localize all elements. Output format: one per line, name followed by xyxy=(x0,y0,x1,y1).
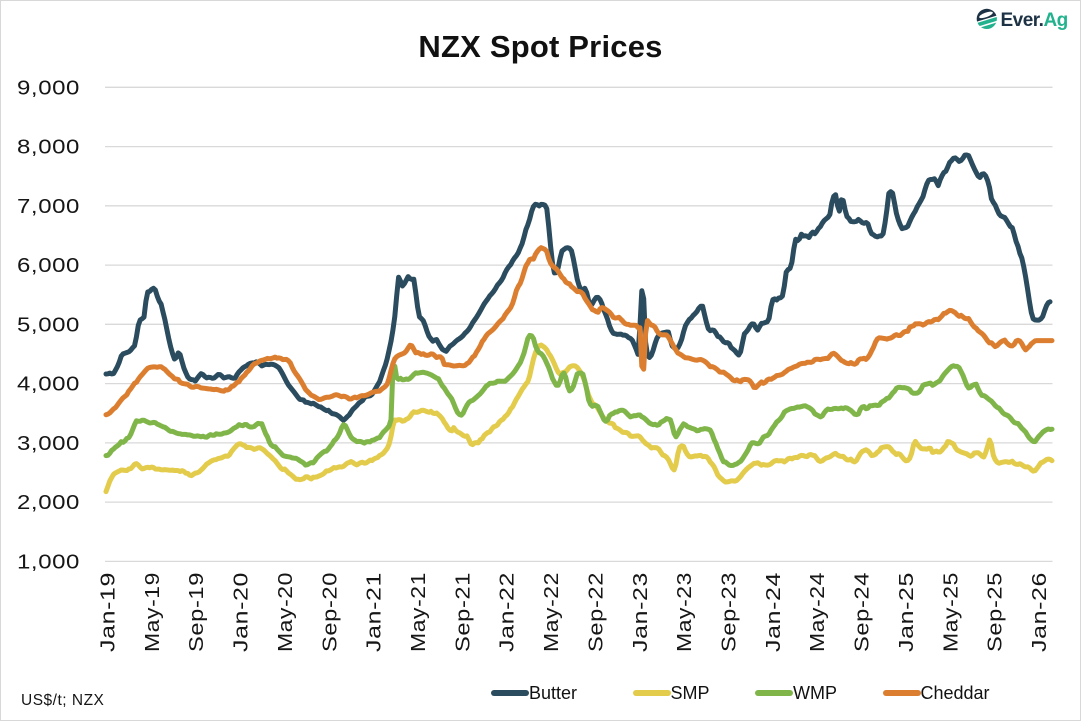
svg-text:Jan-25: Jan-25 xyxy=(896,572,918,652)
svg-text:7,000: 7,000 xyxy=(17,196,80,218)
svg-text:Sep-22: Sep-22 xyxy=(585,572,607,652)
svg-text:May-21: May-21 xyxy=(408,572,430,652)
svg-text:Jan-23: Jan-23 xyxy=(630,572,652,652)
svg-text:May-22: May-22 xyxy=(541,572,563,652)
svg-text:3,000: 3,000 xyxy=(17,433,80,455)
svg-text:Jan-26: Jan-26 xyxy=(1029,572,1051,652)
svg-text:2,000: 2,000 xyxy=(17,492,80,514)
svg-text:6,000: 6,000 xyxy=(17,255,80,277)
svg-text:4,000: 4,000 xyxy=(17,374,80,396)
svg-text:Sep-20: Sep-20 xyxy=(319,572,341,652)
svg-text:1,000: 1,000 xyxy=(17,551,80,573)
svg-text:8,000: 8,000 xyxy=(17,137,80,159)
svg-text:Sep-23: Sep-23 xyxy=(719,572,741,652)
svg-text:May-19: May-19 xyxy=(142,572,164,652)
svg-text:May-25: May-25 xyxy=(940,572,962,652)
svg-text:Jan-24: Jan-24 xyxy=(763,572,785,652)
svg-text:Jan-19: Jan-19 xyxy=(98,572,120,652)
svg-text:May-24: May-24 xyxy=(807,572,829,652)
svg-text:5,000: 5,000 xyxy=(17,314,80,336)
svg-text:Jan-20: Jan-20 xyxy=(231,572,253,652)
svg-text:May-20: May-20 xyxy=(275,572,297,652)
svg-text:Sep-25: Sep-25 xyxy=(985,572,1007,652)
svg-text:Ever.Ag: Ever.Ag xyxy=(1001,10,1068,31)
svg-text:May-23: May-23 xyxy=(674,572,696,652)
svg-text:9,000: 9,000 xyxy=(17,77,80,99)
svg-text:Jan-21: Jan-21 xyxy=(364,572,386,652)
svg-text:Sep-24: Sep-24 xyxy=(852,572,874,652)
svg-text:Sep-19: Sep-19 xyxy=(186,572,208,652)
svg-text:Jan-22: Jan-22 xyxy=(497,572,519,652)
svg-text:Sep-21: Sep-21 xyxy=(452,572,474,652)
